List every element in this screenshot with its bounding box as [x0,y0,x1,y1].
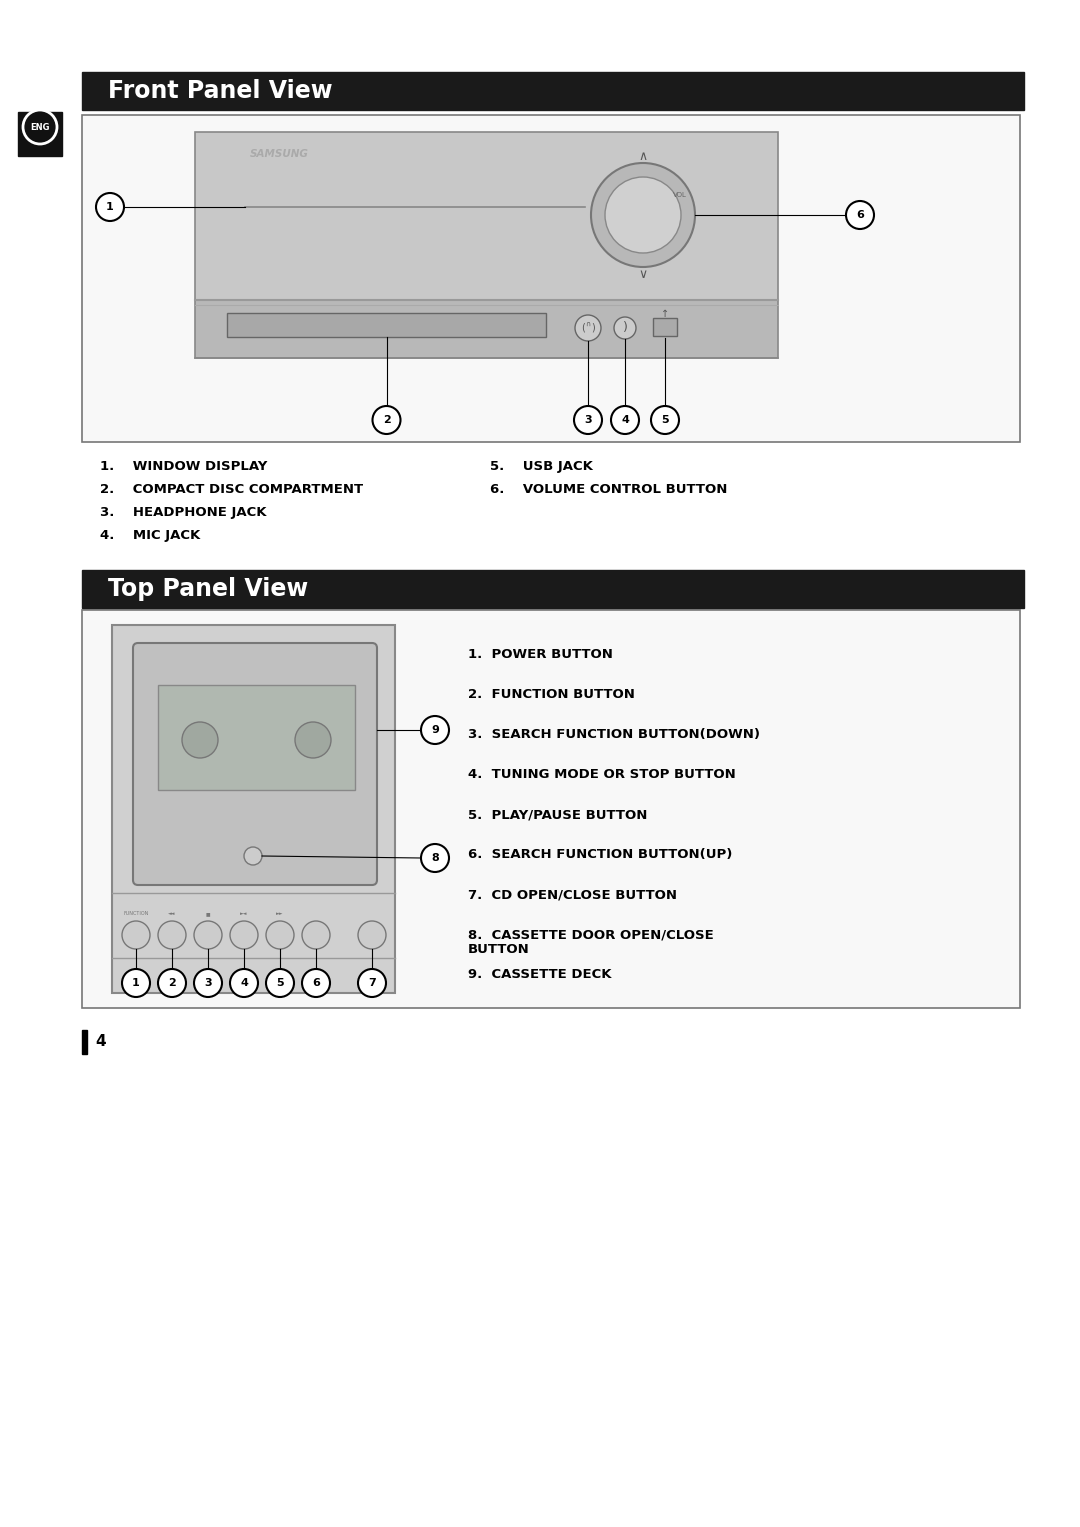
Text: 1.  POWER BUTTON: 1. POWER BUTTON [468,647,612,661]
Text: 5: 5 [661,415,669,425]
Circle shape [421,844,449,872]
Bar [82,115,1020,441]
Circle shape [615,318,636,339]
Text: 5: 5 [276,977,284,988]
Text: 8.  CASSETTE DOOR OPEN/CLOSE
BUTTON: 8. CASSETTE DOOR OPEN/CLOSE BUTTON [468,928,714,956]
Bar [158,686,355,789]
Bar [18,111,62,156]
Text: 4: 4 [240,977,248,988]
Text: 3: 3 [584,415,592,425]
Circle shape [194,970,222,997]
Bar [195,299,778,357]
Circle shape [302,970,330,997]
Circle shape [651,406,679,434]
Text: VOL: VOL [673,192,687,199]
Text: 7.  CD OPEN/CLOSE BUTTON: 7. CD OPEN/CLOSE BUTTON [468,889,677,901]
Circle shape [158,970,186,997]
Text: 8: 8 [431,854,438,863]
Bar [82,609,1020,1008]
Text: ►►: ►► [276,912,284,916]
Circle shape [846,202,874,229]
Text: 2: 2 [168,977,176,988]
Circle shape [373,406,401,434]
Text: 2.  FUNCTION BUTTON: 2. FUNCTION BUTTON [468,689,635,701]
Text: (: ( [581,324,585,333]
Text: 3.  SEARCH FUNCTION BUTTON(DOWN): 3. SEARCH FUNCTION BUTTON(DOWN) [468,728,760,741]
Text: FUNCTION: FUNCTION [123,912,149,916]
Bar [112,625,395,993]
Text: 4.    MIC JACK: 4. MIC JACK [100,528,200,542]
Circle shape [421,716,449,744]
Circle shape [302,921,330,948]
Text: 6: 6 [856,211,864,220]
Text: 2: 2 [382,415,390,425]
Circle shape [357,970,386,997]
Bar [195,131,778,299]
Circle shape [230,921,258,948]
Text: 3.    HEADPHONE JACK: 3. HEADPHONE JACK [100,505,267,519]
Text: 5.  PLAY/PAUSE BUTTON: 5. PLAY/PAUSE BUTTON [468,808,647,822]
Text: 1: 1 [132,977,140,988]
Text: ∩: ∩ [585,321,591,327]
FancyBboxPatch shape [133,643,377,886]
Text: Front Panel View: Front Panel View [108,79,333,102]
Text: ↑: ↑ [661,308,670,319]
Bar [653,318,677,336]
Text: 3: 3 [204,977,212,988]
Text: ): ) [622,322,627,334]
Text: 9.  CASSETTE DECK: 9. CASSETTE DECK [468,968,611,980]
Text: 9: 9 [431,725,438,734]
Text: SAMSUNG: SAMSUNG [249,150,309,159]
Text: 6.  SEARCH FUNCTION BUTTON(UP): 6. SEARCH FUNCTION BUTTON(UP) [468,847,732,861]
Circle shape [158,921,186,948]
Circle shape [591,163,696,267]
Text: 6.    VOLUME CONTROL BUTTON: 6. VOLUME CONTROL BUTTON [490,483,727,496]
Text: 4.  TUNING MODE OR STOP BUTTON: 4. TUNING MODE OR STOP BUTTON [468,768,735,780]
Circle shape [611,406,639,434]
Circle shape [605,177,681,253]
Circle shape [183,722,218,757]
Bar [82,72,1024,110]
Circle shape [244,847,262,864]
Bar [82,1031,87,1054]
Circle shape [357,921,386,948]
Text: ENG: ENG [30,122,50,131]
Text: ∨: ∨ [638,269,648,281]
Text: 2.    COMPACT DISC COMPARTMENT: 2. COMPACT DISC COMPARTMENT [100,483,363,496]
Text: ∧: ∧ [638,151,648,163]
Text: ■: ■ [205,912,211,916]
Text: 1: 1 [106,202,113,212]
Bar [82,570,1024,608]
Circle shape [23,110,57,144]
Circle shape [194,921,222,948]
Text: Top Panel View: Top Panel View [108,577,308,602]
Circle shape [266,921,294,948]
Text: 7: 7 [368,977,376,988]
Text: 4: 4 [95,1034,106,1049]
Circle shape [266,970,294,997]
Text: 5.    USB JACK: 5. USB JACK [490,460,593,473]
Circle shape [573,406,602,434]
Circle shape [96,192,124,221]
Circle shape [230,970,258,997]
Text: ◄◄: ◄◄ [168,912,176,916]
Text: 6: 6 [312,977,320,988]
Text: 4: 4 [621,415,629,425]
Text: ): ) [591,324,595,333]
Circle shape [122,921,150,948]
Circle shape [295,722,330,757]
Text: ►◄: ►◄ [240,912,247,916]
Text: 1.    WINDOW DISPLAY: 1. WINDOW DISPLAY [100,460,268,473]
Bar [227,313,546,337]
Circle shape [122,970,150,997]
Circle shape [575,315,600,341]
